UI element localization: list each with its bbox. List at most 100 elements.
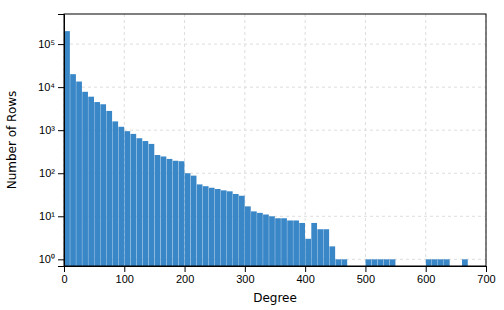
bars (64, 31, 468, 266)
bar (221, 190, 227, 266)
x-tick: 300 (236, 266, 254, 285)
bar (100, 104, 106, 266)
bar (257, 213, 263, 266)
y-tick: 10⁴ (38, 81, 64, 93)
bar (76, 82, 82, 266)
x-tick-mark (305, 266, 306, 272)
bar (203, 186, 209, 266)
bar (432, 259, 438, 266)
y-tick-label: 10⁵ (38, 38, 55, 50)
bar (82, 92, 88, 266)
bar (366, 259, 372, 266)
x-axis-title: Degree (253, 291, 297, 305)
bar (118, 127, 124, 266)
bar (263, 215, 269, 266)
bar (209, 188, 215, 266)
x-tick: 200 (176, 266, 194, 285)
chart: 0 100 200 300 400 500 600 700 10⁰ 10¹ 10² 10³ 10⁴ 10⁵… (0, 0, 504, 310)
y-tick: 10⁰ (39, 253, 64, 265)
y-tick-mark (58, 130, 64, 131)
x-tick: 500 (357, 266, 375, 285)
y-tick-mark (58, 44, 64, 45)
bar (136, 138, 142, 266)
x-tick-mark (426, 266, 427, 272)
x-tick-label: 100 (116, 273, 134, 285)
x-tick-label: 700 (477, 273, 495, 285)
x-tick-mark (245, 266, 246, 272)
y-tick-label: 10² (39, 167, 55, 179)
bar (293, 220, 299, 266)
y-grid-line (64, 87, 486, 88)
bar (197, 184, 203, 266)
bar (88, 97, 94, 266)
bar (275, 218, 281, 266)
y-axis-title: Number of Rows (5, 91, 19, 190)
bar (317, 229, 323, 266)
bar (438, 259, 444, 266)
y-tick-mark (58, 87, 64, 88)
bar (179, 161, 185, 266)
bar (426, 259, 432, 266)
plot-frame (64, 14, 486, 266)
bar (269, 216, 275, 266)
bar (233, 194, 239, 266)
y-tick-mark (58, 173, 64, 174)
bar (341, 259, 347, 266)
x-tick-mark (124, 266, 125, 272)
x-tick-label: 600 (417, 273, 435, 285)
x-axis-line (65, 267, 487, 273)
bar (173, 161, 179, 266)
bar (155, 155, 161, 266)
bar (191, 176, 197, 266)
bar (94, 102, 100, 266)
bar (384, 259, 390, 266)
y-grid-line (64, 130, 486, 131)
bar (124, 131, 130, 266)
grid (64, 14, 486, 266)
y-tick: 10¹ (39, 210, 64, 222)
y-tick-mark (58, 259, 64, 260)
x-tick-label: 500 (357, 273, 375, 285)
x-tick: 400 (296, 266, 314, 285)
x-tick-label: 400 (296, 273, 314, 285)
y-grid-line (64, 44, 486, 45)
bar (161, 156, 167, 266)
x-tick: 0 (61, 266, 67, 285)
bar (378, 259, 384, 266)
x-tick-mark (486, 266, 487, 272)
plot: 0 100 200 300 400 500 600 700 10⁰ 10¹ 10² 10³ 10⁴ 10⁵ (38, 14, 496, 285)
bar (149, 144, 155, 266)
x-grid-line (365, 14, 366, 266)
bar (305, 239, 311, 266)
x-tick-label: 200 (176, 273, 194, 285)
bar (311, 223, 317, 266)
bar (299, 223, 305, 266)
bar (372, 259, 378, 266)
x-grid-line (425, 14, 426, 266)
bar (323, 229, 329, 266)
y-tick: 10³ (39, 124, 64, 136)
x-tick: 600 (417, 266, 435, 285)
y-tick-label: 10³ (39, 124, 55, 136)
bar (462, 259, 468, 266)
bar (185, 173, 191, 266)
bar (130, 134, 136, 266)
x-tick-label: 0 (61, 273, 67, 285)
bar (281, 218, 287, 266)
bar (335, 259, 341, 266)
x-tick-mark (365, 266, 366, 272)
bar (227, 191, 233, 266)
x-tick-mark (185, 266, 186, 272)
bar (64, 31, 70, 266)
y-tick: 10² (39, 167, 64, 179)
bar (444, 259, 450, 266)
x-tick: 100 (116, 266, 134, 285)
y-tick-label: 10¹ (39, 210, 55, 222)
bar (167, 159, 173, 266)
y-axis: 10⁰ 10¹ 10² 10³ 10⁴ 10⁵ (38, 15, 64, 267)
bar (287, 220, 293, 266)
bar (329, 246, 335, 266)
y-tick-mark (58, 216, 64, 217)
bar (251, 211, 257, 266)
bar (106, 111, 112, 266)
